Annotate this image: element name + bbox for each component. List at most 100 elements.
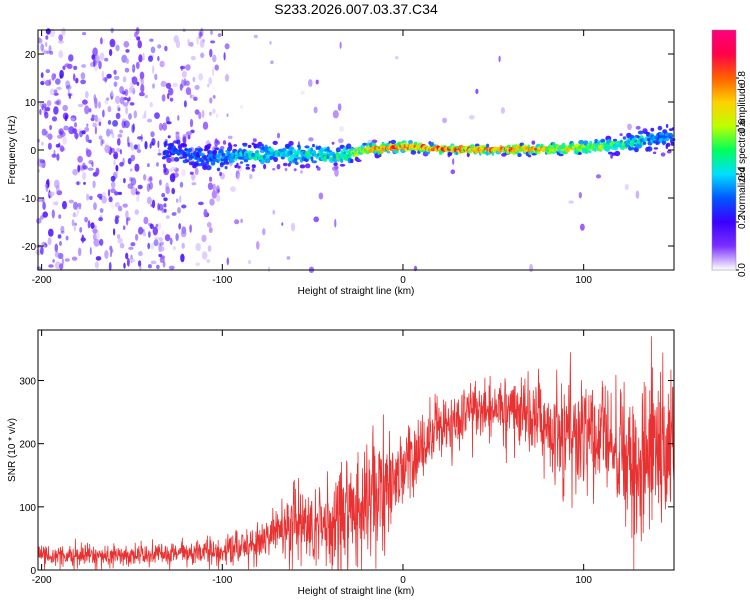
spectrogram-noise-cell	[97, 193, 103, 199]
spectrogram-noise-cell	[172, 82, 178, 88]
snr-frame	[37, 329, 675, 571]
spectrogram-noise-cell	[107, 105, 112, 113]
spectrogram-noise-cell	[134, 209, 140, 215]
spectrogram-noise-cell	[113, 159, 116, 166]
spectrogram-noise-cell	[177, 115, 180, 121]
spectrogram-noise-cell	[39, 109, 42, 115]
spectrogram-noise-cell	[223, 52, 226, 61]
spectrogram-noise-cell	[212, 183, 216, 192]
spectrogram-noise-cell	[207, 182, 213, 191]
spectrogram-noise-cell	[138, 251, 143, 257]
spectrogram-noise-cell	[181, 168, 186, 177]
spectrogram-noise-cell	[189, 41, 194, 47]
spectrogram-ridge-cell	[319, 147, 324, 153]
spectrogram-noise-cell	[130, 85, 135, 92]
spectrogram-noise-cell	[48, 264, 54, 268]
spectrogram-noise-cell	[41, 128, 47, 136]
spectrogram-noise-cell	[45, 184, 49, 193]
spectrogram-noise-cell	[44, 79, 51, 86]
spectrogram-noise-cell	[452, 158, 455, 165]
spectrogram-ridge-cell	[293, 168, 297, 172]
spectrogram-noise-cell	[179, 181, 184, 188]
spectrogram-noise-cell	[85, 134, 90, 143]
spectrogram-noise-cell	[113, 153, 117, 159]
spectrogram-noise-cell	[149, 181, 153, 190]
spectrogram-ridge-cell	[189, 171, 194, 175]
spectrogram-x-ticks: -200 -100 0 100	[32, 30, 592, 286]
spectrogram-noise-cell	[147, 163, 150, 168]
spectrogram-noise-cell	[181, 242, 185, 249]
spectrogram-ridge-cell	[310, 147, 314, 152]
spectrogram-noise-cell	[119, 129, 123, 134]
spectrogram-x-axis-label: Height of straight line (km)	[298, 286, 415, 297]
spectrogram-noise-cell	[159, 246, 165, 252]
spectrogram-noise-cell	[203, 208, 208, 218]
spectrogram-noise-cell	[158, 253, 163, 258]
spectrogram-ridge-cell	[304, 145, 310, 149]
spectrogram-noise-cell	[235, 170, 240, 180]
spectrogram-noise-cell	[42, 78, 46, 83]
spectrogram-ridge-cell	[560, 146, 567, 149]
spectrogram-ridge-cell	[282, 162, 288, 167]
spectrogram-noise-cell	[59, 74, 62, 79]
spectrogram-noise-cell	[94, 261, 99, 269]
spectrogram-noise-cell	[143, 174, 147, 181]
spectrogram-noise-cell	[88, 159, 94, 165]
spectrogram-noise-cell	[104, 77, 108, 83]
spectrogram-noise-cell	[114, 95, 121, 105]
spectrogram-noise-cell	[230, 186, 236, 193]
spectrogram-ridge-cell	[600, 138, 606, 143]
spectrogram-noise-cell	[44, 111, 49, 119]
snr-series-line	[37, 336, 675, 570]
spectrogram-noise-cell	[207, 245, 212, 252]
colorbar: 0.0 0.2 0.4 0.6 0.8 Normalized spectral ampl…	[711, 29, 748, 277]
spectrogram-noise-cell	[79, 227, 83, 233]
spectrogram-ridge-cell	[340, 158, 344, 164]
spectrogram-noise-cell	[152, 65, 155, 74]
spectrogram-ridge-cell	[214, 147, 220, 150]
spectrogram-noise-cell	[36, 198, 43, 202]
spectrogram-ridge-cell	[251, 164, 256, 169]
spectrogram-noise-cell	[211, 190, 217, 199]
spectrogram-x-tick-label: 100	[575, 275, 592, 286]
spectrogram-ridge-cell	[410, 150, 417, 155]
spectrogram-noise-cell	[72, 168, 78, 176]
spectrogram-noise-cell	[300, 90, 305, 95]
spectrogram-ridge-cell	[631, 147, 635, 151]
spectrogram-noise-cell	[45, 41, 48, 48]
spectrogram-x-tick-label: -100	[212, 275, 232, 286]
spectrogram-noise-cell	[286, 256, 291, 260]
spectrogram-noise-cell	[71, 219, 75, 227]
spectrogram-ridge-cell	[263, 163, 267, 170]
spectrogram-noise-cell	[99, 52, 105, 61]
spectrogram-ridge-cell	[413, 141, 418, 146]
spectrogram-noise-cell	[55, 143, 60, 148]
spectrogram-ridge-cell	[217, 140, 220, 145]
spectrogram-noise-cell	[149, 101, 153, 108]
spectrogram-ridge-cell	[287, 156, 294, 162]
snr-x-ticks: -200 -100 0 100	[32, 330, 592, 586]
spectrogram-noise-cell	[201, 251, 208, 260]
spectrogram-noise-cell	[63, 125, 69, 131]
spectrogram-noise-cell	[114, 201, 120, 208]
spectrogram-noise-cell	[122, 225, 126, 230]
spectrogram-noise-cell	[624, 184, 629, 191]
spectrogram-noise-cell	[158, 203, 164, 211]
spectrogram-noise-cell	[123, 41, 130, 48]
spectrogram-noise-cell	[185, 87, 192, 96]
spectrogram-noise-cell	[159, 179, 162, 186]
spectrogram-noise-cell	[62, 136, 67, 145]
spectrogram-ridge-cell	[299, 164, 306, 169]
spectrogram-noise-cell	[117, 237, 123, 244]
spectrogram-ridge-cell	[237, 165, 241, 169]
spectrogram-noise-cell	[49, 50, 54, 55]
spectrogram-ridge-cell	[293, 157, 298, 161]
snr-x-tick-label: -100	[212, 575, 232, 586]
spectrogram-ridge-cell	[187, 134, 191, 140]
spectrogram-ridge-cell	[164, 152, 170, 156]
spectrogram-noise-cell	[154, 236, 160, 241]
spectrogram-noise-cell	[179, 83, 183, 91]
spectrogram-ridge-cell	[210, 160, 216, 166]
spectrogram-ridge-cell	[272, 167, 276, 171]
spectrogram-noise-cell	[475, 88, 479, 94]
